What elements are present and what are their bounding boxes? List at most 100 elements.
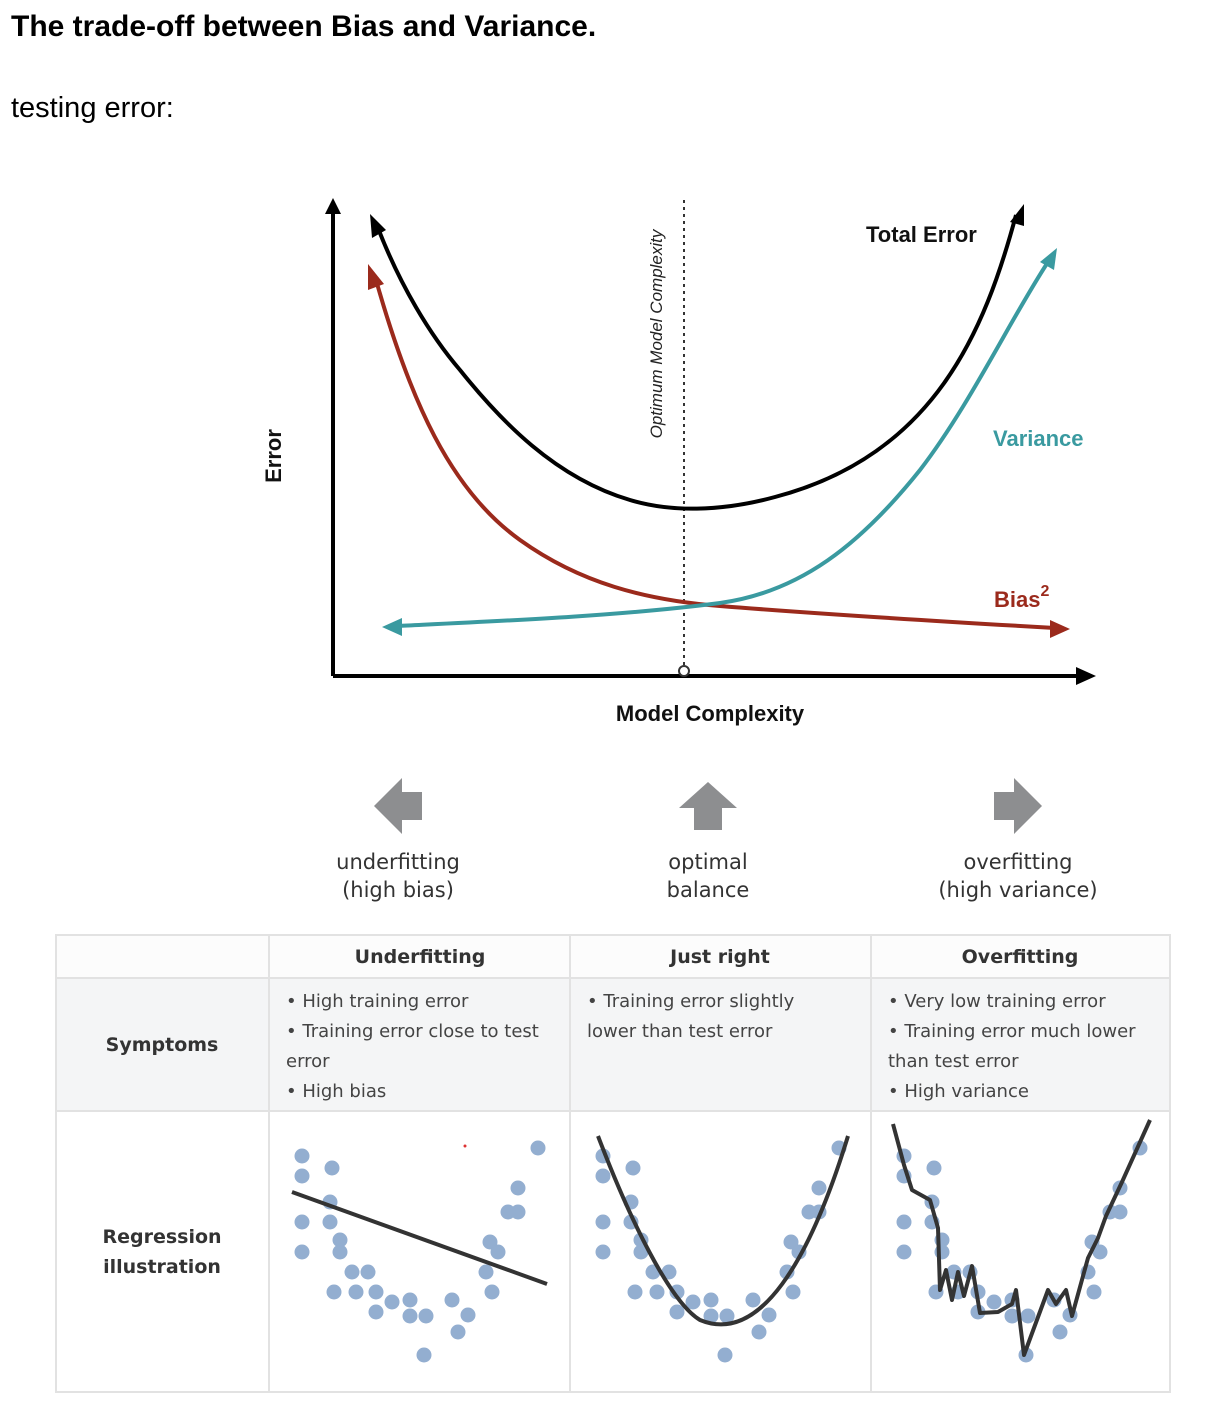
total-error-label: Total Error <box>866 222 977 247</box>
direction-indicators: underfitting (high bias) optimal balance… <box>336 778 1098 902</box>
table-header-row <box>56 935 1170 978</box>
y-axis-arrowhead <box>325 198 341 214</box>
scatter-point <box>416 1347 432 1363</box>
scatter-point <box>1004 1308 1020 1324</box>
symptom-underfitting-3: error <box>286 1051 330 1072</box>
scatter-point <box>717 1347 733 1363</box>
scatter-point <box>402 1292 418 1308</box>
scatter-point <box>986 1294 1002 1310</box>
scatter-point <box>896 1244 912 1260</box>
symptom-overfitting-3: than test error <box>888 1051 1019 1072</box>
red-dot-artifact <box>463 1144 467 1148</box>
overfitting-line1: overfitting <box>964 850 1073 874</box>
scatter-point <box>703 1308 719 1324</box>
scatter-point <box>1092 1244 1108 1260</box>
variance-left-arrowhead <box>382 618 402 636</box>
underfitting-line1: underfitting <box>336 850 460 874</box>
y-axis-label: Error <box>261 429 286 483</box>
regression-row-header-line2: illustration <box>103 1256 221 1278</box>
scatter-point <box>926 1160 942 1176</box>
scatter-point <box>418 1308 434 1324</box>
variance-curve <box>396 260 1050 628</box>
overfit-line <box>891 1119 1152 1357</box>
symptom-overfitting-1: • Very low training error <box>888 991 1106 1012</box>
bias-curve <box>374 279 1056 630</box>
scatter-point <box>500 1204 516 1220</box>
arrow-left-icon <box>374 778 422 834</box>
scatter-point <box>595 1168 611 1184</box>
optimal-line2: balance <box>667 878 750 902</box>
scatter-point <box>649 1284 665 1300</box>
scatter-point <box>811 1180 827 1196</box>
bias-right-arrowhead <box>1050 620 1070 638</box>
total-error-right-arrowhead <box>1010 204 1024 226</box>
error-graph: Error Model Complexity Optimum Model Com… <box>261 198 1096 726</box>
symptom-underfitting-1: • High training error <box>286 991 469 1012</box>
scatter-point <box>482 1234 498 1250</box>
symptom-overfitting-4: • High variance <box>888 1081 1029 1102</box>
scatter-point <box>332 1244 348 1260</box>
bias-label: Bias2 <box>994 583 1049 612</box>
regression-underfitting-plot <box>291 1140 548 1363</box>
scatter-point <box>294 1214 310 1230</box>
optimal-line1: optimal <box>668 850 747 874</box>
scatter-point <box>294 1148 310 1164</box>
arrow-right-icon <box>994 778 1042 834</box>
scatter-point <box>1020 1308 1036 1324</box>
scatter-point <box>669 1304 685 1320</box>
scatter-points <box>294 1140 546 1363</box>
scatter-point <box>785 1284 801 1300</box>
x-axis-arrowhead <box>1076 667 1096 685</box>
symptom-just-right-2: lower than test error <box>587 1021 773 1042</box>
regression-just-right-plot <box>595 1135 850 1363</box>
scatter-point <box>450 1324 466 1340</box>
page-heading: The trade-off between Bias and Variance. <box>11 10 597 43</box>
scatter-point <box>661 1264 677 1280</box>
scatter-point <box>478 1264 494 1280</box>
scatter-point <box>719 1308 735 1324</box>
symptom-underfitting-4: • High bias <box>286 1081 386 1102</box>
table-symptoms-row <box>56 978 1170 1111</box>
scatter-point <box>703 1292 719 1308</box>
scatter-point <box>627 1284 643 1300</box>
scatter-point <box>368 1304 384 1320</box>
scatter-point <box>751 1324 767 1340</box>
optimum-label: Optimum Model Complexity <box>647 228 666 438</box>
scatter-point <box>510 1180 526 1196</box>
scatter-point <box>368 1284 384 1300</box>
underfitting-line2: (high bias) <box>342 878 454 902</box>
symptom-just-right-1: • Training error slightly <box>587 991 795 1012</box>
table-regression-row <box>56 1111 1170 1392</box>
regression-overfitting-plot <box>891 1119 1152 1363</box>
total-error-left-arrowhead <box>370 214 386 238</box>
scatter-point <box>360 1264 376 1280</box>
just-right-curve <box>596 1135 850 1327</box>
scatter-point <box>595 1244 611 1260</box>
arrow-up-icon <box>679 782 737 830</box>
optimum-marker-point <box>678 665 690 677</box>
scatter-point <box>402 1308 418 1324</box>
column-header-underfitting: Underfitting <box>355 946 486 968</box>
table-gridlines <box>55 934 1171 1393</box>
scatter-point <box>294 1244 310 1260</box>
scatter-point <box>344 1264 360 1280</box>
scatter-point <box>460 1307 476 1323</box>
scatter-point <box>294 1168 310 1184</box>
variance-label: Variance <box>993 426 1084 451</box>
scatter-point <box>324 1160 340 1176</box>
bias-label-text: Bias <box>994 587 1040 612</box>
scatter-point <box>633 1244 649 1260</box>
scatter-point <box>490 1244 506 1260</box>
scatter-point <box>1052 1324 1068 1340</box>
scatter-point <box>484 1284 500 1300</box>
scatter-point <box>745 1292 761 1308</box>
scatter-point <box>322 1214 338 1230</box>
underfit-line <box>291 1190 548 1286</box>
fitting-table: Underfitting Just right Overfitting Symp… <box>55 934 1171 1393</box>
scatter-point <box>761 1307 777 1323</box>
scatter-point <box>595 1214 611 1230</box>
scatter-point <box>625 1160 641 1176</box>
scatter-point <box>896 1214 912 1230</box>
scatter-point <box>669 1284 685 1300</box>
